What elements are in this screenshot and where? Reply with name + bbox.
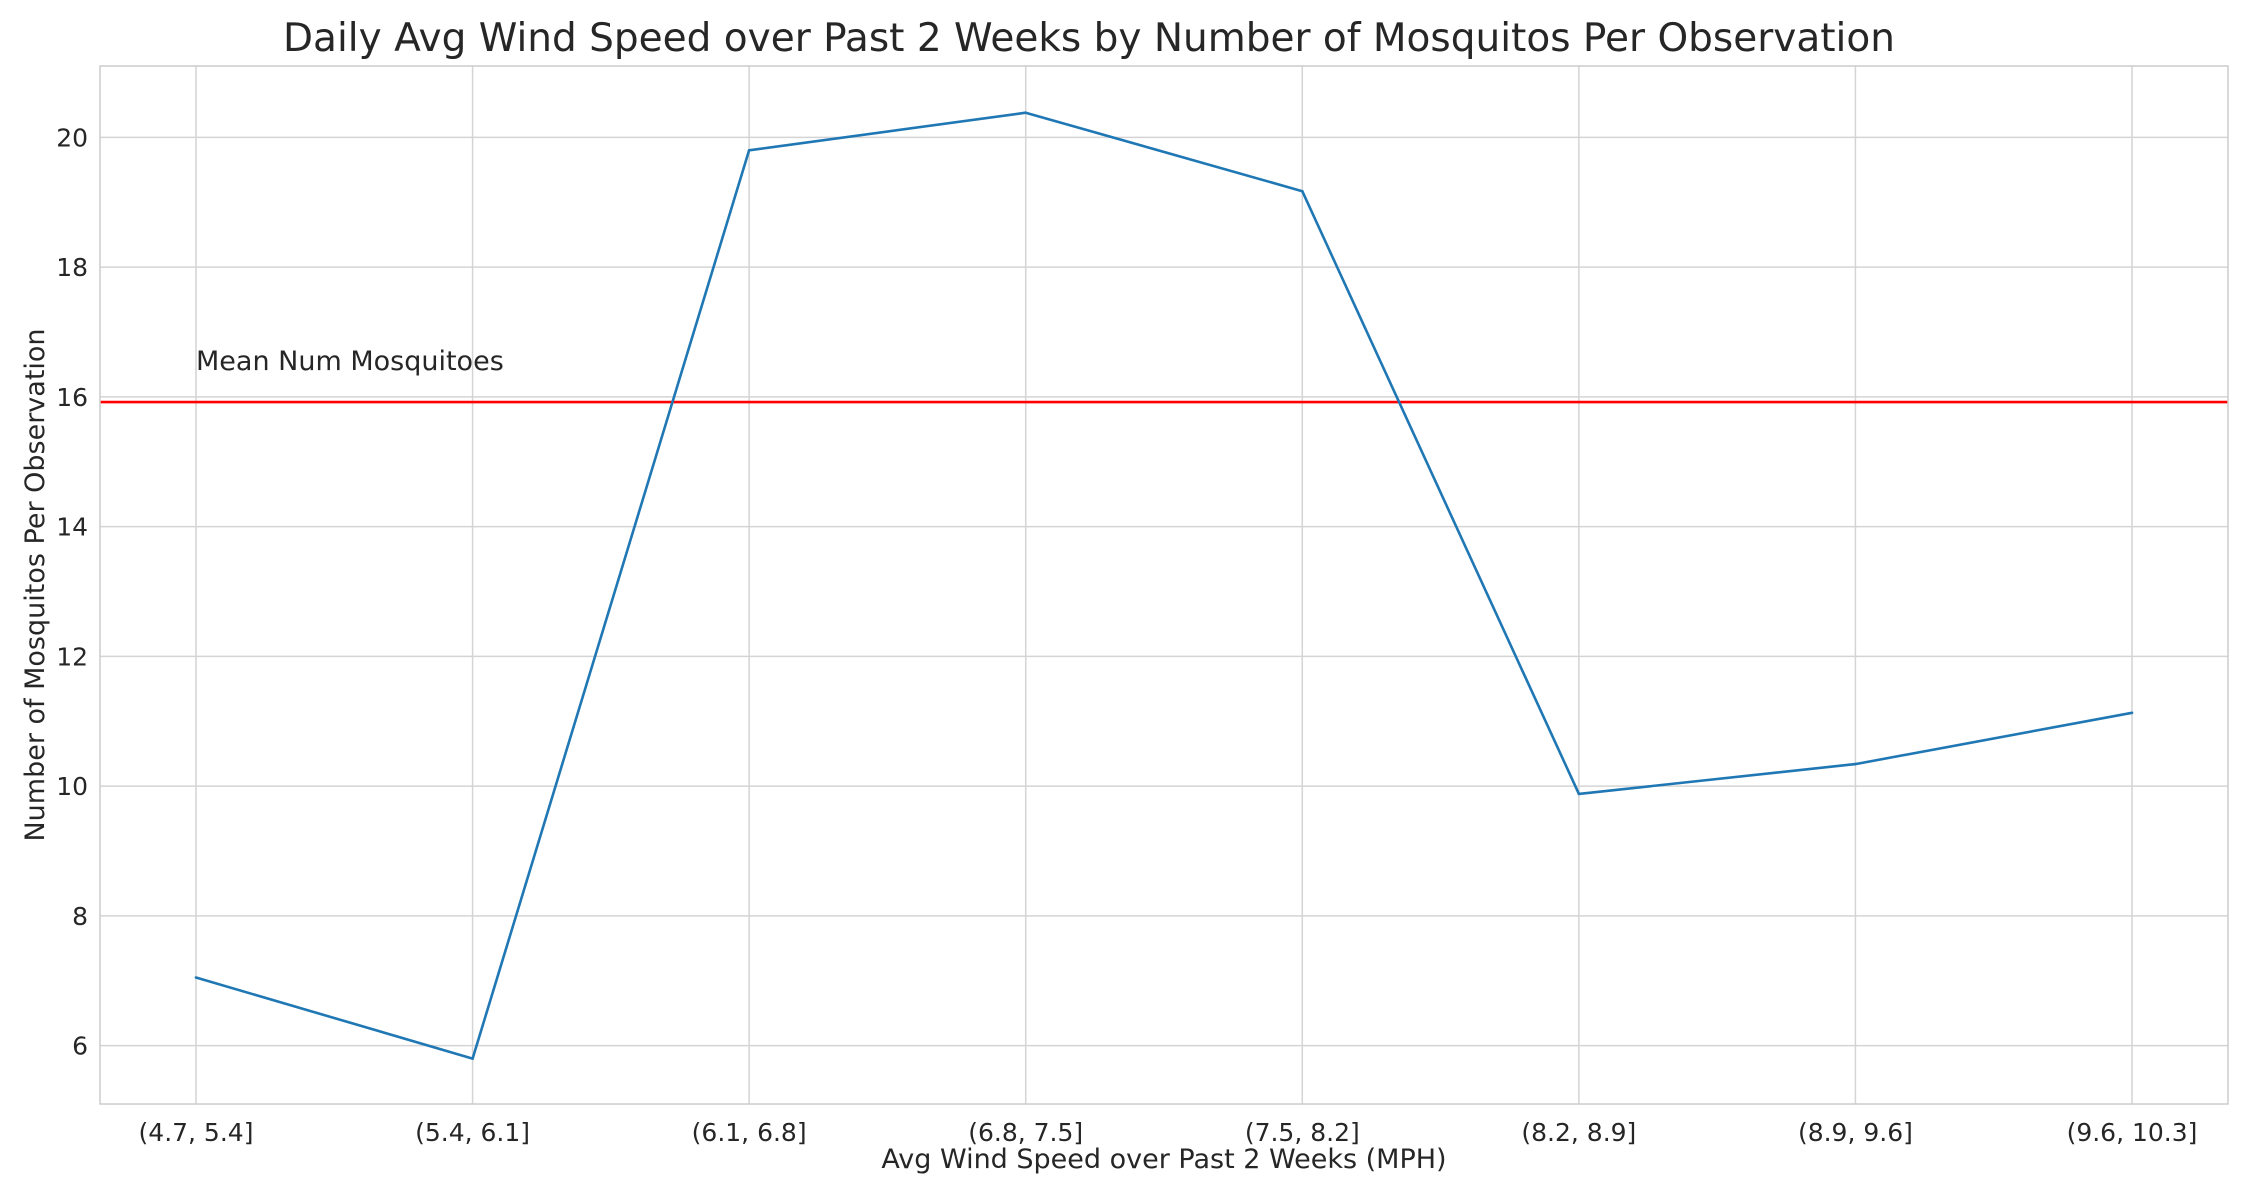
y-axis-label: Number of Mosquitos Per Observation [20, 328, 51, 841]
x-tick-label: (6.1, 6.8] [692, 1118, 807, 1147]
y-tick-label: 18 [56, 253, 88, 282]
y-tick-label: 16 [56, 383, 88, 412]
x-tick-label: (8.9, 9.6] [1798, 1118, 1913, 1147]
y-tick-label: 12 [56, 642, 88, 671]
data-point [747, 149, 751, 152]
x-tick-label: (6.8, 7.5] [968, 1118, 1083, 1147]
x-tick-label: (7.5, 8.2] [1245, 1118, 1360, 1147]
data-point [1024, 111, 1028, 115]
y-tick-label: 20 [56, 123, 88, 152]
y-tick-label: 6 [72, 1032, 88, 1061]
data-point [2130, 711, 2134, 715]
mean-line-annotation: Mean Num Mosquitoes [196, 346, 504, 377]
x-axis-label: Avg Wind Speed over Past 2 Weeks (MPH) [881, 1144, 1446, 1175]
x-tick-label: (9.6, 10.3] [2067, 1118, 2198, 1147]
axes-layer [99, 65, 2229, 1105]
x-tick-label: (8.2, 8.9] [1521, 1118, 1636, 1147]
data-point [471, 1057, 474, 1060]
x-tick-label: (4.7, 5.4] [139, 1118, 254, 1147]
x-tick-label: (5.4, 6.1] [415, 1118, 530, 1147]
y-tick-label: 8 [72, 902, 88, 931]
plot-frame [99, 65, 2229, 1105]
y-tick-label: 14 [56, 513, 88, 542]
data-point [1300, 189, 1304, 193]
data-point [194, 976, 198, 979]
series-line [195, 111, 2133, 1060]
grid-layer [100, 66, 2228, 1104]
series-layer [194, 111, 2134, 1060]
chart-title: Daily Avg Wind Speed over Past 2 Weeks b… [283, 16, 1895, 61]
y-tick-label: 10 [56, 772, 88, 801]
data-point [1854, 762, 1857, 766]
tick-label-layer: (4.7, 5.4] (5.4, 6.1] (6.1, 6.8] (6.8, 7.5]… [56, 123, 2197, 1147]
data-point [1577, 792, 1581, 796]
